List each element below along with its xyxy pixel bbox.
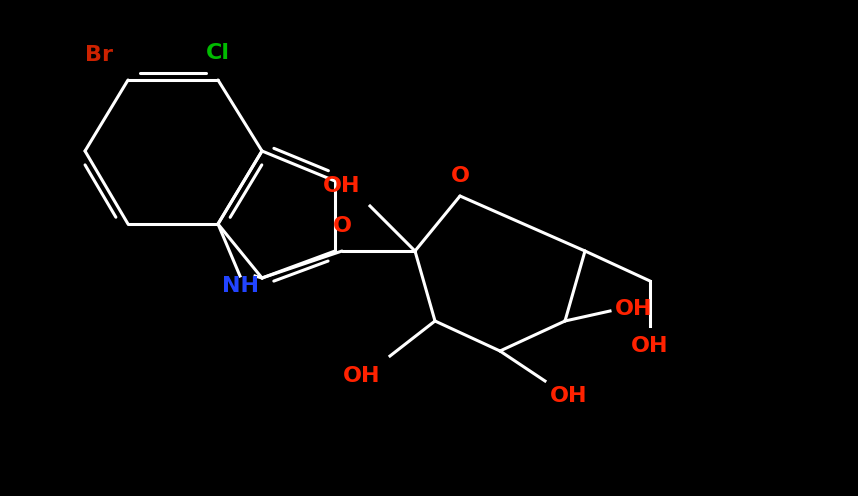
Text: OH: OH bbox=[550, 386, 588, 406]
Text: OH: OH bbox=[631, 336, 668, 356]
Text: O: O bbox=[450, 166, 469, 186]
Text: Br: Br bbox=[85, 45, 113, 65]
Text: Cl: Cl bbox=[206, 43, 230, 63]
Text: OH: OH bbox=[615, 299, 652, 319]
Text: OH: OH bbox=[323, 176, 360, 196]
Text: OH: OH bbox=[342, 366, 380, 386]
Text: O: O bbox=[333, 216, 352, 236]
Text: NH: NH bbox=[221, 276, 258, 296]
